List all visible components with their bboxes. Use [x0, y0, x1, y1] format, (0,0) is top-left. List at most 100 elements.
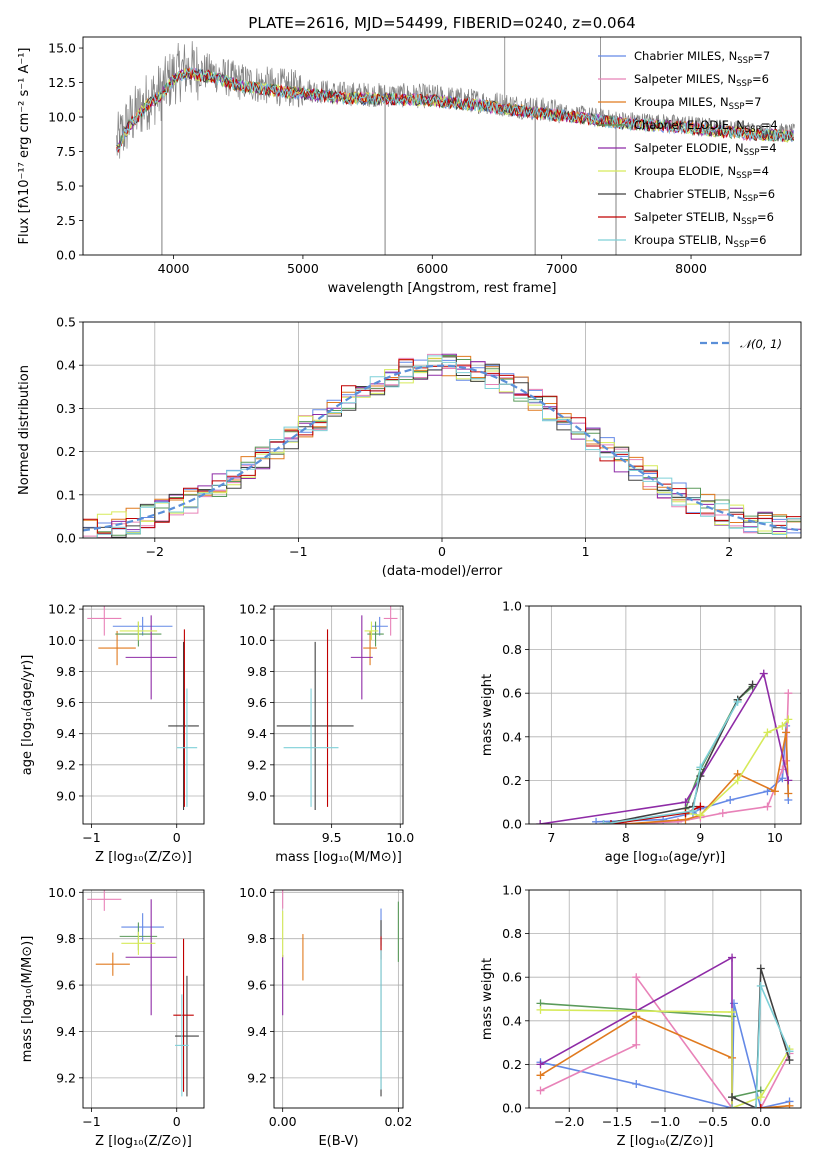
weight-vs-age-xtick-label: 10: [767, 830, 783, 845]
spectrum-ytick-label: 10.0: [48, 110, 76, 125]
model-spectrum: [116, 67, 794, 152]
age-vs-mass-ytick-label: 9.4: [247, 726, 267, 741]
weight-marker: [763, 802, 772, 811]
mass-vs-EBV-xlabel: E(B-V): [318, 1134, 358, 1149]
spectrum-lines: [116, 37, 795, 255]
mass-vs-Z-xtick-label: 0: [173, 1114, 181, 1129]
residuals-xtick-label: 0: [438, 544, 446, 559]
age-vs-mass-xlabel: mass [log₁₀(M/M⊙)]: [275, 850, 402, 865]
age-vs-mass-ytick-label: 9.0: [247, 788, 267, 803]
weight-vs-Z-lines: [536, 953, 794, 1108]
residuals-xlabel: (data-model)/error: [382, 564, 503, 579]
mass-vs-Z-ytick-label: 9.2: [56, 1070, 76, 1085]
spectrum-title: PLATE=2616, MJD=54499, FIBERID=0240, z=0…: [248, 14, 635, 32]
spectrum-ytick-label: 0.0: [56, 248, 76, 263]
residuals-xtick-label: −1: [289, 544, 307, 559]
weight-vs-age-xtick-label: 9: [696, 830, 704, 845]
age-vs-Z-ytick-label: 9.4: [56, 726, 76, 741]
weight-marker: [763, 728, 772, 737]
residuals-ytick-label: 0.4: [56, 358, 76, 373]
age-vs-mass-axes: 9.5 10.0 9.0 9.2 9.4 9.6 9.8 10.0 10.2: [239, 602, 414, 845]
residuals-ytick-label: 0.1: [56, 487, 76, 502]
weight-marker: [770, 787, 779, 796]
weight-vs-Z-xlabel: Z [log₁₀(Z/Z⊙)]: [617, 1134, 714, 1149]
weight-marker: [726, 796, 735, 805]
residuals-xtick-label: 2: [725, 544, 733, 559]
weight-marker: [756, 1104, 765, 1108]
spectrum-xtick-label: 4000: [158, 261, 190, 276]
age-vs-mass-xtick-label: 9.5: [322, 830, 342, 845]
weight-series: [540, 1009, 791, 1108]
spectrum-ytick-label: 7.5: [56, 144, 76, 159]
weight-vs-Z-xtick-label: −1.5: [602, 1114, 632, 1129]
age-vs-Z-xtick-label: 0: [173, 830, 181, 845]
age-vs-mass-ytick-label: 9.6: [247, 695, 267, 710]
weight-marker: [751, 1104, 760, 1108]
residuals-ytick-label: 0.2: [56, 444, 76, 459]
residuals-ytick-label: 0.3: [56, 401, 76, 416]
mass-vs-Z-axes: −1 0 9.2 9.4 9.6 9.8 10.0: [48, 885, 204, 1129]
weight-marker: [728, 953, 737, 962]
weight-marker: [696, 772, 705, 781]
mass-vs-EBV-xtick-label: 0.02: [384, 1114, 412, 1129]
residuals-ylabel: Normed distribution: [17, 365, 32, 495]
mass-vs-Z-errorbars: [87, 890, 199, 1097]
weight-vs-age-ytick-label: 0.2: [502, 773, 522, 788]
weight-vs-Z-ytick-label: 1.0: [502, 883, 522, 898]
legend-entry: 𝒩(0, 1): [740, 337, 782, 351]
spectrum-xtick-label: 8000: [675, 261, 707, 276]
legend-entry: Kroupa STELIB, NSSP=6: [634, 233, 766, 250]
weight-marker: [632, 1040, 641, 1049]
weight-vs-age-xlabel: age [log₁₀(age/yr)]: [605, 850, 726, 865]
weight-marker: [592, 817, 601, 824]
spectrum-axes: 4000 5000 6000 7000 8000 0.0 2.5 5.0 7.5 10.0 12.5…: [48, 41, 707, 276]
weight-vs-Z-axes: −2.0 −1.5 −1.0 −0.5 0.0 0.0 0.2 0.4 0.6 0.8 1.0: [502, 883, 801, 1129]
weight-marker: [696, 763, 705, 772]
gaussian-curve: [83, 364, 801, 532]
age-vs-mass-frame: [273, 605, 404, 825]
weight-vs-age-ytick-label: 0.4: [502, 729, 522, 744]
age-vs-Z-ytick-label: 10.0: [48, 633, 76, 648]
spectrum-ytick-label: 15.0: [48, 41, 76, 56]
weight-vs-Z-ytick-label: 0.2: [502, 1057, 522, 1072]
mass-vs-EBV-frame: [273, 889, 404, 1109]
mass-vs-Z-ytick-label: 9.4: [56, 1024, 76, 1039]
mass-vs-EBV-ytick-label: 9.6: [247, 978, 267, 993]
weight-marker: [733, 697, 742, 706]
weight-vs-Z-ytick-label: 0.4: [502, 1013, 522, 1028]
age-vs-Z-xtick-label: −1: [82, 830, 100, 845]
weight-marker: [688, 806, 697, 815]
residuals-frame: [82, 321, 802, 539]
legend-entry: Salpeter MILES, NSSP=6: [634, 72, 769, 89]
weight-marker: [632, 1080, 641, 1089]
mass-vs-EBV-ytick-label: 9.4: [247, 1024, 267, 1039]
residual-legend: 𝒩(0, 1): [700, 337, 782, 351]
age-vs-Z-frame: [82, 605, 205, 825]
weight-vs-Z-frame: [528, 889, 802, 1109]
mass-vs-EBV-xtick-label: 0.00: [269, 1114, 297, 1129]
weight-marker: [785, 1101, 794, 1108]
mass-vs-Z-ytick-label: 9.8: [56, 931, 76, 946]
weight-vs-Z-ytick-label: 0.8: [502, 926, 522, 941]
age-vs-mass-errorbars: [276, 606, 398, 810]
weight-marker: [733, 776, 742, 785]
residuals-ytick-label: 0.0: [56, 531, 76, 546]
weight-vs-age-ytick-label: 0.0: [502, 817, 522, 832]
weight-marker: [785, 1047, 794, 1056]
spectrum-ytick-label: 12.5: [48, 75, 76, 90]
age-vs-mass-xtick-label: 10.0: [386, 830, 414, 845]
weight-marker: [606, 820, 615, 824]
weight-marker: [784, 689, 793, 698]
spectrum-frame: [82, 36, 802, 256]
weight-marker: [784, 715, 793, 724]
residuals-xtick-label: −2: [146, 544, 164, 559]
weight-marker: [718, 809, 727, 818]
weight-marker: [696, 811, 705, 820]
weight-marker: [536, 1005, 545, 1014]
weight-marker: [728, 1093, 737, 1102]
weight-marker: [778, 721, 787, 730]
residuals-xtick-label: 1: [582, 544, 590, 559]
weight-marker: [756, 981, 765, 990]
mass-vs-Z-ytick-label: 10.0: [48, 885, 76, 900]
